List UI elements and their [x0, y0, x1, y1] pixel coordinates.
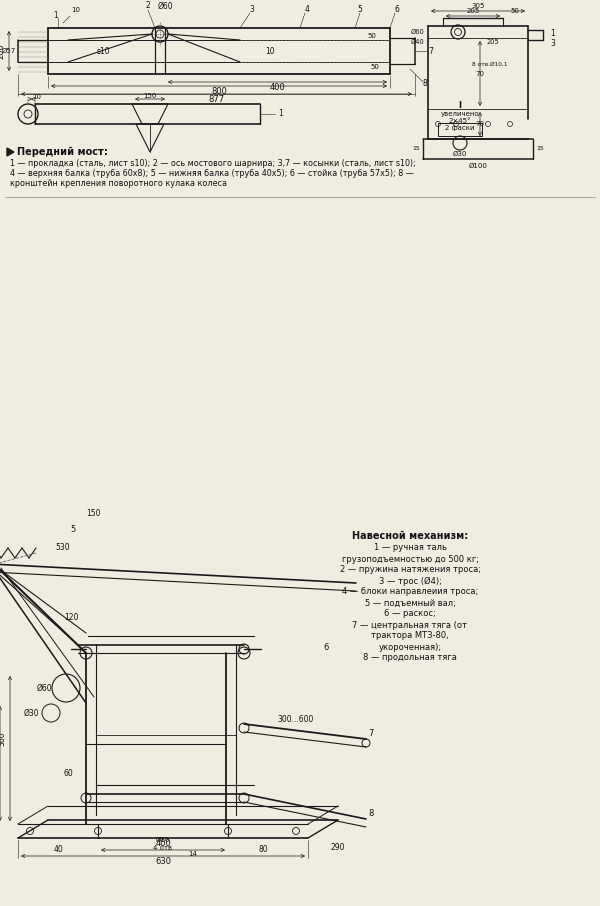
Text: 15: 15: [536, 147, 544, 151]
Text: кронштейн крепления поворотного кулака колеса: кронштейн крепления поворотного кулака к…: [10, 179, 227, 188]
Text: 4: 4: [305, 5, 310, 14]
Text: 6: 6: [323, 643, 329, 652]
Text: 6: 6: [395, 5, 400, 14]
Text: 5: 5: [70, 525, 76, 535]
Text: 3 — трос (Ø4);: 3 — трос (Ø4);: [379, 576, 442, 585]
Text: I: I: [458, 101, 461, 111]
Text: 300...600: 300...600: [278, 715, 314, 724]
Text: 1 — ручная таль: 1 — ручная таль: [374, 544, 446, 553]
Text: 305: 305: [472, 3, 485, 9]
Text: 205: 205: [487, 39, 499, 45]
Text: 205: 205: [466, 8, 479, 14]
Text: 70: 70: [476, 121, 485, 127]
Text: 2 — пружина натяжения троса;: 2 — пружина натяжения троса;: [340, 565, 481, 574]
Text: Ø60: Ø60: [410, 29, 424, 35]
Text: 10: 10: [71, 7, 80, 13]
Text: 80: 80: [258, 845, 268, 854]
Text: 630: 630: [155, 857, 171, 866]
Text: Ø30: Ø30: [453, 151, 467, 157]
Text: увеличено: увеличено: [440, 111, 479, 117]
Text: Ø57: Ø57: [2, 48, 16, 54]
Text: 877: 877: [208, 95, 224, 104]
Text: 50: 50: [368, 33, 376, 39]
Text: Ø60: Ø60: [36, 683, 52, 692]
Text: 5 — подъемный вал;: 5 — подъемный вал;: [365, 599, 455, 608]
Text: 1: 1: [278, 110, 283, 119]
Text: 8: 8: [368, 809, 374, 818]
Text: 50: 50: [371, 64, 379, 70]
Polygon shape: [7, 148, 14, 156]
Text: 2 фаски: 2 фаски: [445, 125, 475, 131]
Text: 60: 60: [63, 769, 73, 778]
Text: 5: 5: [358, 5, 362, 14]
Text: 1: 1: [53, 11, 58, 20]
Text: 14: 14: [188, 851, 197, 857]
Text: 4 отв: 4 отв: [154, 845, 173, 851]
Text: 7: 7: [368, 729, 374, 738]
Text: s10: s10: [96, 46, 110, 55]
Text: 40: 40: [53, 845, 63, 854]
Text: Ø100: Ø100: [469, 163, 487, 169]
Text: 530: 530: [56, 544, 70, 553]
Text: 1: 1: [550, 30, 555, 38]
Text: 2: 2: [146, 2, 151, 11]
Text: 3: 3: [550, 40, 555, 49]
Text: 10: 10: [32, 94, 41, 100]
Text: грузоподъемностью до 500 кг;: грузоподъемностью до 500 кг;: [341, 554, 479, 564]
Text: 50: 50: [511, 8, 520, 14]
Text: 8: 8: [422, 80, 427, 89]
Text: Ø30: Ø30: [23, 708, 39, 718]
Text: 7: 7: [428, 46, 433, 55]
Text: трактора МТЗ-80,: трактора МТЗ-80,: [371, 631, 449, 641]
Text: 4 — верхняя балка (труба 60х8); 5 — нижняя балка (труба 40х5); 6 — стойка (труба: 4 — верхняя балка (труба 60х8); 5 — нижн…: [10, 169, 414, 178]
Text: 120: 120: [64, 613, 78, 622]
Text: 150: 150: [86, 508, 100, 517]
Text: 3: 3: [250, 5, 254, 14]
Text: укороченная);: укороченная);: [379, 642, 442, 651]
Text: 10: 10: [265, 46, 275, 55]
Text: 400: 400: [269, 83, 286, 92]
Text: 7 — центральная тяга (от: 7 — центральная тяга (от: [353, 621, 467, 630]
Text: 4 — блоки направлеиия троса;: 4 — блоки направлеиия троса;: [342, 587, 478, 596]
Text: 290: 290: [331, 843, 345, 853]
Text: Ø16: Ø16: [156, 837, 170, 843]
Text: Передний мост:: Передний мост:: [17, 147, 108, 157]
Text: 8 отв.Ø10,1: 8 отв.Ø10,1: [473, 62, 508, 66]
Text: 1 — прокладка (сталь, лист s10); 2 — ось мостового шарнира; 3,7 — косынки (сталь: 1 — прокладка (сталь, лист s10); 2 — ось…: [10, 159, 416, 169]
Text: 6 — раскос;: 6 — раскос;: [384, 610, 436, 619]
Text: 200: 200: [0, 43, 5, 59]
Text: 15: 15: [412, 147, 420, 151]
Text: 8 — продольная тяга: 8 — продольная тяга: [363, 653, 457, 662]
Text: 360: 360: [0, 731, 7, 746]
Text: 150: 150: [143, 93, 157, 99]
Text: 400: 400: [155, 840, 171, 849]
Text: 70: 70: [476, 71, 485, 76]
Text: Ø40: Ø40: [410, 39, 424, 45]
Text: 2×45°: 2×45°: [449, 118, 471, 124]
Text: Навесной механизм:: Навесной механизм:: [352, 531, 468, 541]
Bar: [438, 123, 482, 136]
Text: Ø60: Ø60: [157, 2, 173, 11]
Text: 800: 800: [211, 88, 227, 97]
